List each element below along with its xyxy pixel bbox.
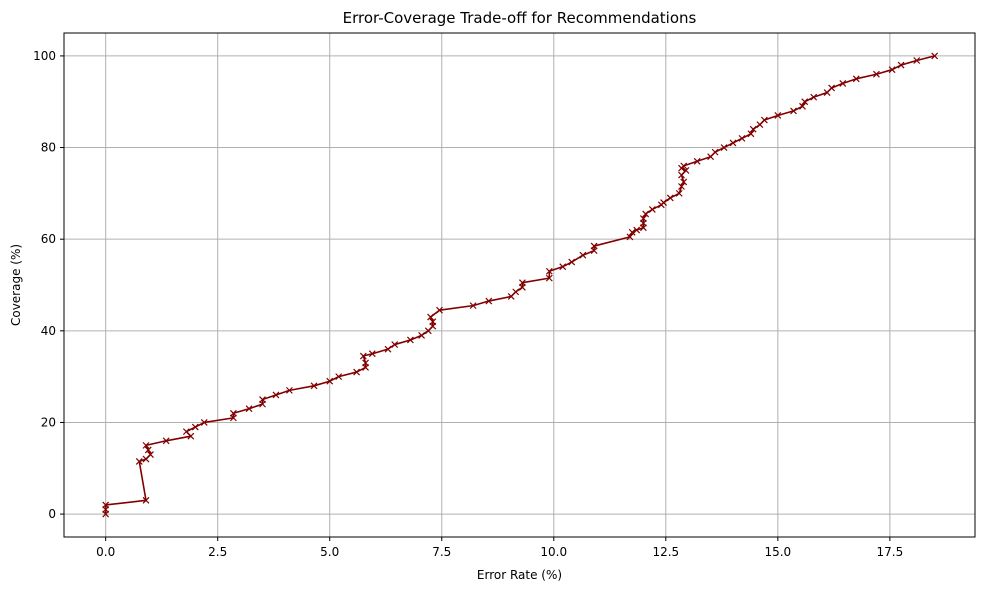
data-point-marker (680, 178, 688, 186)
axis-ticks: 0.0 2.5 5.0 7.5 10.0 12.5 15.0 17.5 0 20 40 60 80 100 (33, 49, 903, 559)
data-point-marker (406, 336, 414, 344)
data-point-marker (774, 112, 782, 119)
data-point-marker (191, 423, 199, 431)
data-point-marker (693, 157, 701, 165)
data-point-marker (749, 125, 757, 133)
data-point-marker (310, 382, 318, 390)
data-point-marker (913, 57, 921, 64)
y-tick-label: 40 (41, 324, 56, 338)
data-point-marker (738, 134, 746, 142)
grid-lines (64, 33, 975, 537)
series-line-group (102, 52, 939, 518)
data-point-marker (102, 501, 110, 509)
data-point-marker (485, 297, 493, 305)
x-tick-label: 10.0 (540, 545, 567, 559)
data-point-marker (229, 409, 237, 417)
data-point-marker (359, 352, 367, 360)
data-point-marker (680, 162, 688, 170)
data-point-marker (144, 446, 152, 454)
data-point-marker (384, 345, 392, 353)
data-point-marker (790, 107, 797, 115)
y-tick-label: 80 (41, 141, 56, 155)
data-point-marker (828, 84, 836, 92)
x-tick-label: 12.5 (652, 545, 679, 559)
x-tick-label: 15.0 (764, 545, 791, 559)
data-point-marker (142, 441, 150, 449)
data-point-marker (747, 130, 755, 138)
data-point-marker (147, 451, 154, 458)
data-point-marker (512, 288, 520, 296)
data-point-marker (648, 205, 656, 213)
data-point-marker (368, 350, 376, 358)
x-tick-label: 2.5 (208, 545, 227, 559)
data-point-marker (682, 167, 690, 174)
data-point-marker (285, 386, 293, 394)
data-point-marker (897, 61, 905, 69)
data-point-marker (760, 116, 768, 124)
x-tick-label: 0.0 (96, 545, 115, 559)
data-point-marker (259, 396, 266, 403)
chart-title: Error-Coverage Trade-off for Recommendat… (343, 9, 697, 27)
data-point-marker (799, 102, 806, 110)
data-point-marker (660, 199, 667, 206)
data-point-marker (931, 52, 939, 60)
data-point-marker (391, 341, 399, 348)
data-point-marker (872, 70, 880, 78)
data-point-marker (839, 79, 847, 87)
y-tick-label: 0 (48, 507, 56, 521)
data-point-marker (545, 267, 553, 275)
data-point-marker (801, 98, 809, 106)
data-point-marker (182, 428, 190, 436)
data-point-marker (436, 306, 443, 314)
data-point-marker (642, 210, 650, 218)
data-point-marker (427, 313, 434, 321)
plot-area-frame (63, 32, 976, 538)
data-point-marker (720, 144, 728, 151)
data-point-marker (245, 405, 253, 413)
y-tick-label: 100 (33, 49, 56, 63)
data-point-marker (469, 302, 477, 310)
data-point-marker (633, 226, 641, 234)
data-point-marker (142, 496, 150, 504)
data-point-marker (200, 419, 208, 426)
data-point-marker (888, 66, 896, 74)
data-point-marker (852, 75, 860, 83)
data-point-marker (678, 183, 685, 190)
data-point-marker (711, 148, 719, 156)
data-point-marker (429, 318, 437, 326)
y-tick-label: 60 (41, 232, 56, 246)
y-tick-label: 20 (41, 415, 56, 429)
data-point-marker (518, 279, 526, 287)
data-point-marker (810, 93, 818, 101)
data-point-marker (135, 457, 143, 465)
data-point-marker (639, 215, 647, 222)
data-point-marker (729, 139, 737, 147)
data-point-marker (272, 391, 280, 399)
data-point-marker (559, 263, 567, 271)
data-point-marker (626, 233, 634, 241)
data-point-marker (326, 377, 334, 385)
data-point-marker (579, 251, 587, 259)
data-point-marker (162, 437, 170, 445)
x-tick-label: 17.5 (877, 545, 904, 559)
x-axis-label: Error Rate (%) (477, 568, 562, 582)
x-tick-label: 5.0 (320, 545, 339, 559)
data-point-marker (545, 274, 553, 282)
data-point-marker (568, 258, 576, 266)
data-point-marker (628, 228, 636, 236)
data-point-marker (362, 359, 370, 367)
data-point-marker (666, 194, 674, 202)
y-axis-label: Coverage (%) (9, 244, 23, 326)
data-point-marker (418, 331, 426, 339)
data-point-marker (590, 242, 598, 250)
data-point-marker (675, 189, 683, 197)
data-point-marker (353, 368, 361, 376)
data-point-marker (335, 373, 343, 381)
x-tick-label: 7.5 (432, 545, 451, 559)
